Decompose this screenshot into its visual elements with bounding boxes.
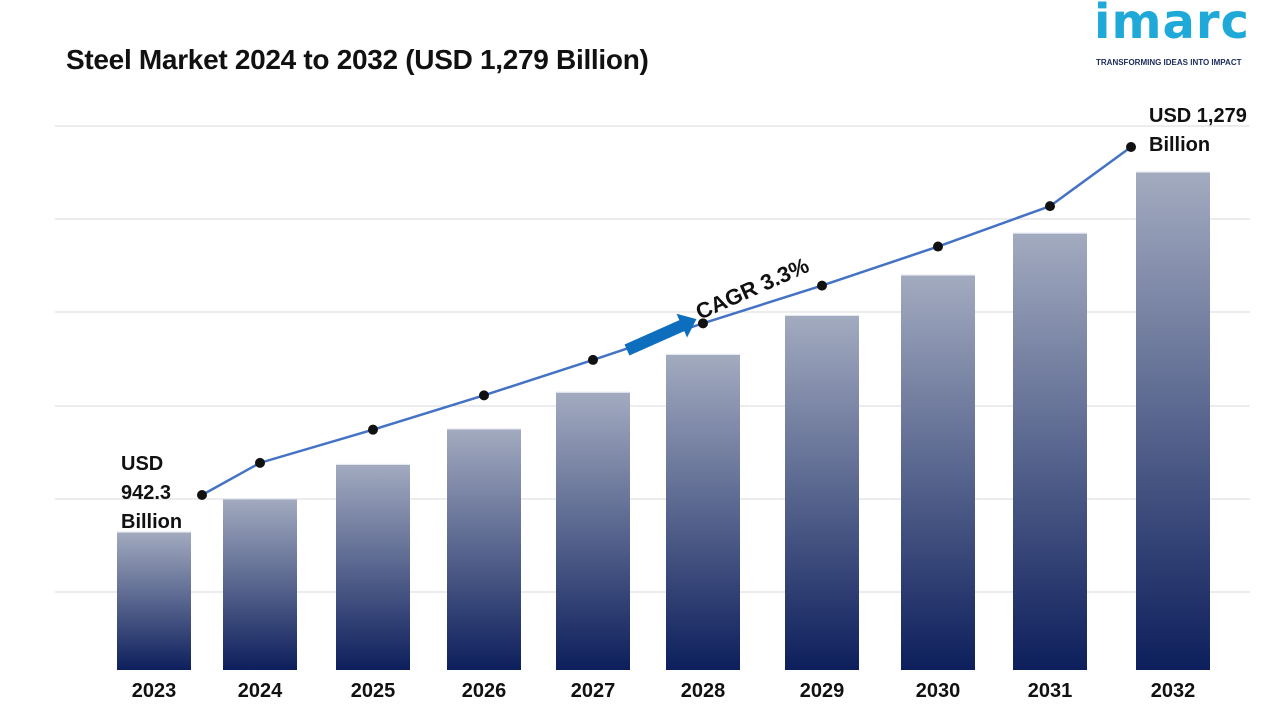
trend-point (197, 490, 207, 500)
bars (117, 171, 1210, 670)
x-tick-label: 2027 (571, 680, 616, 702)
logo-tagline: TRANSFORMING IDEAS INTO IMPACT (1096, 58, 1242, 67)
end-value-label: USD 1,279 (1149, 105, 1247, 127)
x-tick-label: 2025 (351, 680, 396, 702)
trend-point (1045, 201, 1055, 212)
x-tick-label: 2031 (1028, 680, 1073, 702)
start-value-label: USD (121, 453, 163, 475)
bar-2026 (447, 428, 521, 670)
trend-point (255, 457, 265, 468)
trend-point (1126, 142, 1136, 152)
x-tick-label: 2030 (916, 680, 961, 702)
x-tick-label: 2032 (1151, 680, 1196, 702)
bar-2029 (785, 315, 859, 670)
x-tick-label: 2026 (462, 680, 507, 702)
bar-2023 (117, 532, 191, 670)
trend-point (933, 241, 943, 252)
x-tick-label: 2029 (800, 680, 845, 702)
trend-point (817, 280, 827, 291)
imarc-logo: imarc TRANSFORMING IDEAS INTO IMPACT (1094, 0, 1254, 72)
bar-2031 (1013, 233, 1087, 670)
trend-point (479, 390, 489, 401)
cagr-arrow-icon (624, 313, 697, 356)
logo-wordmark: imarc (1094, 0, 1250, 50)
trend-point (698, 318, 708, 329)
trend-point (588, 354, 598, 365)
x-tick-label: 2028 (681, 680, 726, 702)
x-tick-label: 2023 (132, 680, 177, 702)
bar-2028 (666, 354, 740, 670)
cagr-label: CAGR 3.3% (692, 252, 813, 324)
bar-2030 (901, 274, 975, 670)
start-value-label: 942.3 (121, 482, 171, 504)
trend-point (368, 424, 378, 435)
bar-2027 (556, 392, 630, 670)
bar-2025 (336, 464, 410, 670)
bar-2024 (223, 498, 297, 670)
chart-title: Steel Market 2024 to 2032 (USD 1,279 Bil… (66, 44, 649, 75)
start-value-label: Billion (121, 511, 182, 533)
end-value-label: Billion (1149, 134, 1210, 156)
x-tick-labels: 2023 2024 2025 2026 2027 2028 2029 2030 2031 2032 (132, 680, 1196, 702)
x-tick-label: 2024 (238, 680, 283, 702)
bar-2032 (1136, 172, 1210, 670)
